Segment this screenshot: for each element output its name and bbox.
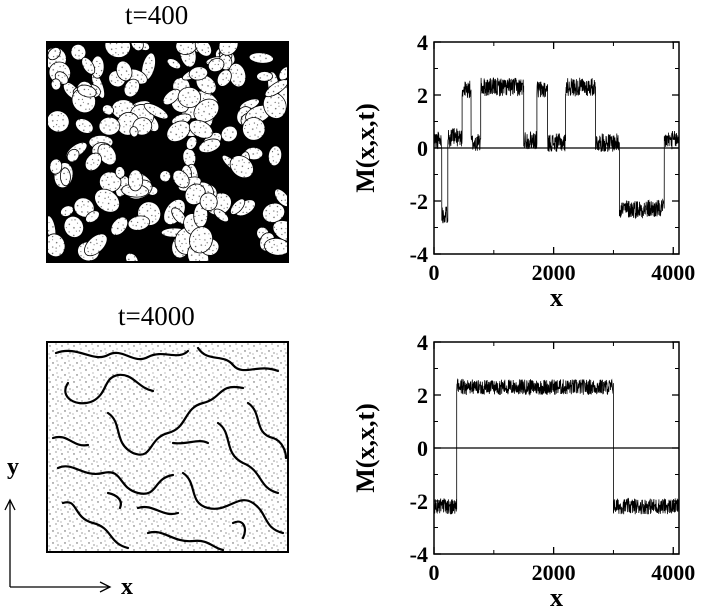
axis-indicator-x-label: x (121, 574, 133, 600)
droplet-domain (263, 237, 287, 256)
droplet-domain (114, 166, 126, 179)
axes-indicator (4, 498, 112, 593)
magnetization-series (433, 378, 680, 515)
droplet-domain (162, 88, 181, 106)
droplet-domain (127, 215, 151, 231)
droplet-domain (267, 145, 283, 167)
droplet-domain (256, 71, 273, 82)
y-tick-label: -4 (410, 242, 428, 267)
droplet-domain (84, 233, 108, 257)
x-tick-label: 0 (429, 260, 440, 285)
droplet-domain (229, 155, 254, 179)
droplet-domain (127, 169, 144, 192)
snapshot-title-t400: t=400 (125, 0, 189, 30)
droplet-domain (189, 226, 213, 254)
droplet-domain (98, 116, 121, 136)
droplet-domain (185, 136, 198, 150)
droplet-domain (104, 43, 131, 58)
snapshot-t400 (46, 41, 289, 263)
droplet-domain (220, 125, 238, 143)
droplet-domain (213, 208, 229, 223)
droplet-domain (166, 58, 182, 70)
x-tick-label: 4000 (651, 560, 695, 585)
x-tick-label: 4000 (651, 260, 695, 285)
droplet-domain (194, 43, 212, 57)
snapshot-t4000 (46, 341, 289, 553)
droplet-domain (248, 52, 274, 64)
droplet-domain (66, 148, 80, 163)
droplet-domain (129, 126, 139, 138)
y-tick-label: 2 (417, 83, 428, 108)
x-arrowhead-icon (99, 581, 112, 593)
droplet-domain (81, 56, 96, 75)
snapshot-title-t4000: t=4000 (118, 301, 195, 331)
x-axis-label: x (550, 583, 563, 610)
droplet-domain (207, 58, 225, 73)
droplet-domain (188, 66, 209, 81)
droplet-domain (130, 43, 144, 52)
droplet-domain (50, 78, 62, 91)
droplet-domain (242, 117, 266, 141)
snapshot-t4000-canvas (48, 343, 287, 551)
droplet-domain (216, 69, 232, 87)
droplet-domain (166, 120, 191, 143)
y-tick-label: 4 (417, 30, 428, 55)
y-tick-label: -2 (410, 189, 428, 214)
droplet-domain (172, 169, 190, 189)
droplet-domain (123, 78, 140, 98)
droplet-domain (85, 210, 100, 224)
y-tick-label: 0 (417, 436, 428, 461)
y-tick-label: 4 (417, 330, 428, 355)
x-tick-label: 0 (429, 560, 440, 585)
droplet-domain (48, 47, 61, 61)
droplet-domain (77, 84, 97, 98)
y-tick-label: 0 (417, 136, 428, 161)
droplet-domain (198, 138, 221, 154)
droplet-domain (94, 188, 120, 213)
droplet-domain (278, 66, 287, 81)
droplet-domain (199, 192, 218, 211)
droplet-domain (63, 215, 84, 238)
droplet-domain (70, 43, 87, 61)
droplet-domain (102, 104, 114, 116)
magnetization-series (433, 77, 680, 224)
droplet-domain (230, 198, 246, 215)
y-tick-label: 2 (417, 383, 428, 408)
droplet-domain (48, 233, 66, 258)
droplet-domain (60, 205, 74, 217)
droplet-domain (274, 188, 287, 207)
x-axis-label: x (550, 283, 563, 310)
droplet-domain (143, 102, 169, 120)
droplet-domain (264, 79, 287, 98)
droplet-domain (48, 110, 70, 133)
droplet-domains (48, 43, 287, 261)
y-tick-label: -2 (410, 489, 428, 514)
droplet-domain (49, 158, 63, 175)
axis-indicator-y-label: y (7, 454, 19, 480)
droplet-domain (177, 86, 202, 108)
droplet-domain (188, 119, 214, 139)
x-tick-label: 2000 (532, 560, 576, 585)
droplet-domain (116, 60, 133, 82)
snapshot-t400-canvas (48, 43, 287, 261)
y-tick-label: -4 (410, 542, 428, 567)
droplet-domain (84, 152, 102, 172)
y-axis-label: M(x,x,t) (351, 403, 380, 493)
y-arrowhead-icon (4, 498, 16, 511)
droplet-domain (110, 216, 129, 236)
droplet-domain (193, 98, 220, 123)
magnetization-chart-t400: -4 -2 0 2 4 0 2000 4000 x M(x,x,t) (351, 30, 695, 310)
droplet-domain (272, 220, 287, 242)
droplet-domain (218, 43, 239, 56)
x-tick-label: 2000 (532, 260, 576, 285)
droplet-domain (125, 252, 139, 261)
y-axis-label: M(x,x,t) (351, 103, 380, 193)
magnetization-chart-t4000: -4 -2 0 2 4 0 2000 4000 x M(x,x,t) (351, 330, 695, 610)
droplet-domain (59, 167, 71, 187)
droplet-domain (75, 118, 94, 134)
domain-interfaces (51, 346, 287, 551)
droplet-domain (159, 170, 172, 183)
